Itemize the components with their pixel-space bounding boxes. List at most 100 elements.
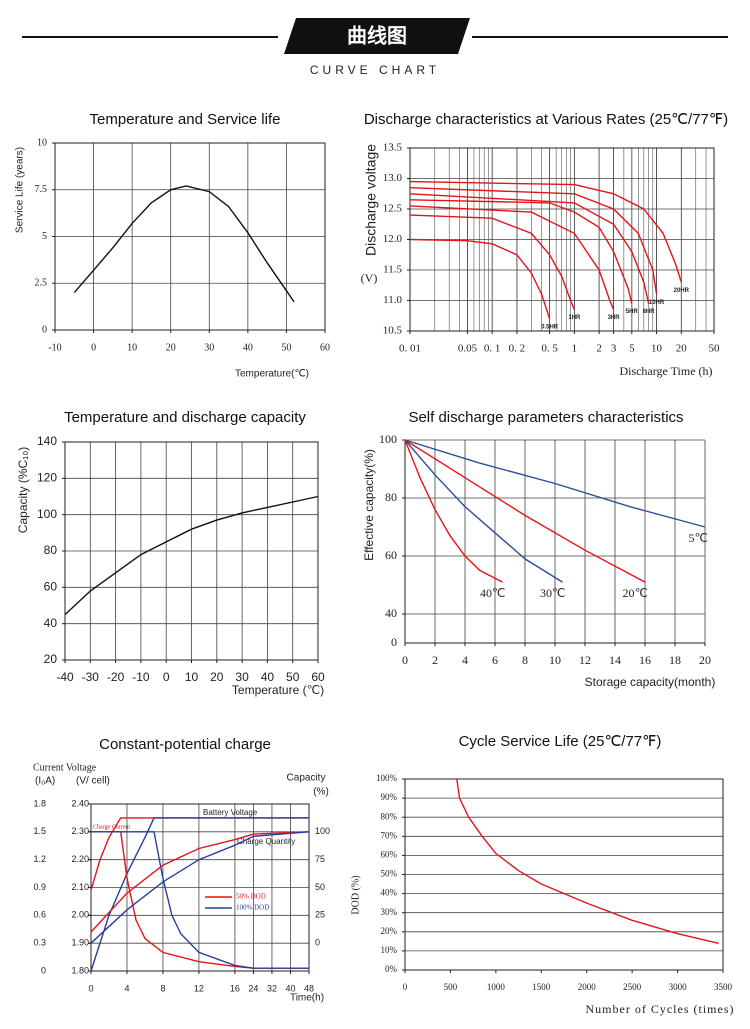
series-label: 1HR <box>568 315 581 321</box>
x-tick-label: 1 <box>572 343 578 355</box>
x-label: Storage capacity(month) <box>585 675 716 689</box>
series-line <box>91 831 309 969</box>
y-tick-label: 11.0 <box>383 294 402 306</box>
x-tick-label: 18 <box>669 653 681 667</box>
x-tick-label: 60 <box>311 670 325 684</box>
y-tick-label: 7.5 <box>35 184 48 195</box>
x-tick-label: 20 <box>166 342 176 353</box>
y-tick-label: 40 <box>44 616 58 630</box>
series-label: 8HR <box>643 309 656 315</box>
x-tick-label: 2 <box>432 653 438 667</box>
legend-label: 50% DOD <box>236 893 266 901</box>
series-label: 30℃ <box>540 586 565 600</box>
x-tick-label: 500 <box>444 982 458 992</box>
y-tick-label: 80 <box>385 490 397 504</box>
x-tick-label: -20 <box>107 670 125 684</box>
legend-label: 100% DOD <box>236 904 269 912</box>
series-label: 5℃ <box>689 531 708 545</box>
x-tick-label: 30 <box>204 342 214 353</box>
y-tick-label: 1.2 <box>33 854 46 864</box>
x-tick-label: 1000 <box>487 982 506 992</box>
x-label: Number of Cycles (times) <box>586 1002 735 1016</box>
series-label: 20HR <box>674 288 690 294</box>
y-tick-label: 50% <box>381 869 398 879</box>
x-tick-label: 2000 <box>578 982 597 992</box>
y-tick-label: 30% <box>381 907 398 917</box>
series-label: 10HR <box>649 300 665 306</box>
y-unit: (V) <box>361 271 378 285</box>
x-label: Time(h) <box>290 993 324 1004</box>
y3-title: Capacity <box>287 773 326 784</box>
y-tick-label: 1.5 <box>33 826 46 836</box>
y-tick-label: 12.5 <box>383 203 403 215</box>
x-tick-label: 60 <box>320 342 330 353</box>
y-tick-label: 100 <box>379 432 397 446</box>
series-line <box>409 205 615 310</box>
chart-title: Discharge characteristics at Various Rat… <box>364 111 728 128</box>
x-tick-label: 10 <box>127 342 137 353</box>
y3-label: (%) <box>313 787 329 798</box>
y-tick-label: 75 <box>315 854 325 864</box>
y-tick-label: 1.80 <box>71 965 89 975</box>
y-tick-label: 13.5 <box>383 142 403 154</box>
y-tick-label: 140 <box>37 434 57 448</box>
y2-label: (V/ cell) <box>76 776 110 787</box>
series-line <box>456 778 719 944</box>
y-label: Service Life (years) <box>15 147 26 233</box>
y-label: Discharge voltage <box>363 144 379 256</box>
x-tick-label: 12 <box>194 983 204 993</box>
x-tick-label: 40 <box>285 983 295 993</box>
series-line <box>404 439 503 583</box>
plot-frame <box>90 803 310 972</box>
y-tick-label: 80 <box>44 543 58 557</box>
x-tick-label: -40 <box>56 670 74 684</box>
y-tick-label: 60% <box>381 849 398 859</box>
chart-title: Cycle Service Life (25℃/77℉) <box>459 733 662 750</box>
x-tick-label: -30 <box>82 670 100 684</box>
x-tick-label: 3500 <box>714 982 733 992</box>
y-tick-label: 80% <box>381 811 398 821</box>
header-badge <box>284 18 470 54</box>
x-tick-label: 8 <box>522 653 528 667</box>
top-label: Current Voltage <box>33 762 97 773</box>
x-tick-label: 48 <box>304 983 314 993</box>
y-tick-label: 100% <box>376 773 398 783</box>
y-label: DOD (%) <box>350 875 361 914</box>
x-tick-label: 0 <box>88 983 93 993</box>
series-label: 3HR <box>608 315 621 321</box>
y-tick-label: 11.5 <box>383 264 402 276</box>
annotation: Battery Voltage <box>203 808 258 817</box>
x-tick-label: 20 <box>210 670 224 684</box>
y-tick-label: 0.3 <box>33 938 46 948</box>
y-tick-label: 2.5 <box>35 278 48 289</box>
y-label: Capacity (%C₁₀) <box>16 447 30 533</box>
y-tick-label: 25 <box>315 910 325 920</box>
annotation: Charge Current <box>93 824 130 830</box>
y-tick-label: 0 <box>41 965 46 975</box>
x-tick-label: 50 <box>286 670 300 684</box>
x-tick-label: 3000 <box>669 982 688 992</box>
series-line <box>404 439 563 583</box>
y-tick-label: 40% <box>381 888 398 898</box>
header-title: 曲线图 <box>347 23 407 47</box>
y-tick-label: 1.8 <box>33 798 46 808</box>
chart-title: Constant-potential charge <box>99 736 271 753</box>
y-tick-label: 0 <box>315 938 320 948</box>
y-tick-label: 2.00 <box>71 910 89 920</box>
y-origin-label: 0 <box>391 635 397 649</box>
series-line <box>409 193 650 304</box>
y-tick-label: 10.5 <box>383 325 403 337</box>
x-tick-label: 0. 5 <box>541 343 558 355</box>
x-tick-label: 2 <box>596 343 602 355</box>
series-line <box>90 831 310 933</box>
x-tick-label: 30 <box>235 670 249 684</box>
series-line <box>91 831 309 969</box>
x-label: Temperature (℃) <box>232 683 324 697</box>
x-tick-label: 12 <box>579 653 591 667</box>
y-tick-label: 2.30 <box>71 826 89 836</box>
series-line <box>409 214 576 310</box>
x-tick-label: 0 <box>403 982 408 992</box>
y-tick-label: 13.0 <box>383 172 403 184</box>
chart-title: Self discharge parameters characteristic… <box>408 409 683 426</box>
x-tick-label: 10 <box>185 670 199 684</box>
